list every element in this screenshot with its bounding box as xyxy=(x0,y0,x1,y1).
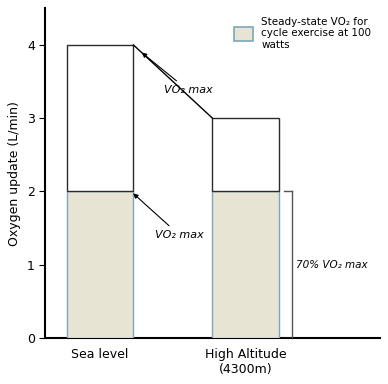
Legend: Steady-state VO₂ for
cycle exercise at 100
watts: Steady-state VO₂ for cycle exercise at 1… xyxy=(231,13,374,53)
Bar xyxy=(213,118,279,192)
Y-axis label: Oxygen update (L/min): Oxygen update (L/min) xyxy=(8,101,21,246)
Bar xyxy=(67,192,133,338)
Text: VO₂ max: VO₂ max xyxy=(134,194,204,240)
Text: 70% VO₂ max: 70% VO₂ max xyxy=(296,260,368,270)
Bar xyxy=(67,45,133,192)
Text: VO₂ max: VO₂ max xyxy=(143,53,213,95)
Bar xyxy=(213,192,279,338)
